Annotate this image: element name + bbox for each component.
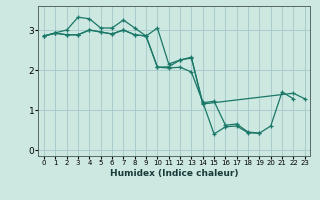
X-axis label: Humidex (Indice chaleur): Humidex (Indice chaleur) <box>110 169 239 178</box>
